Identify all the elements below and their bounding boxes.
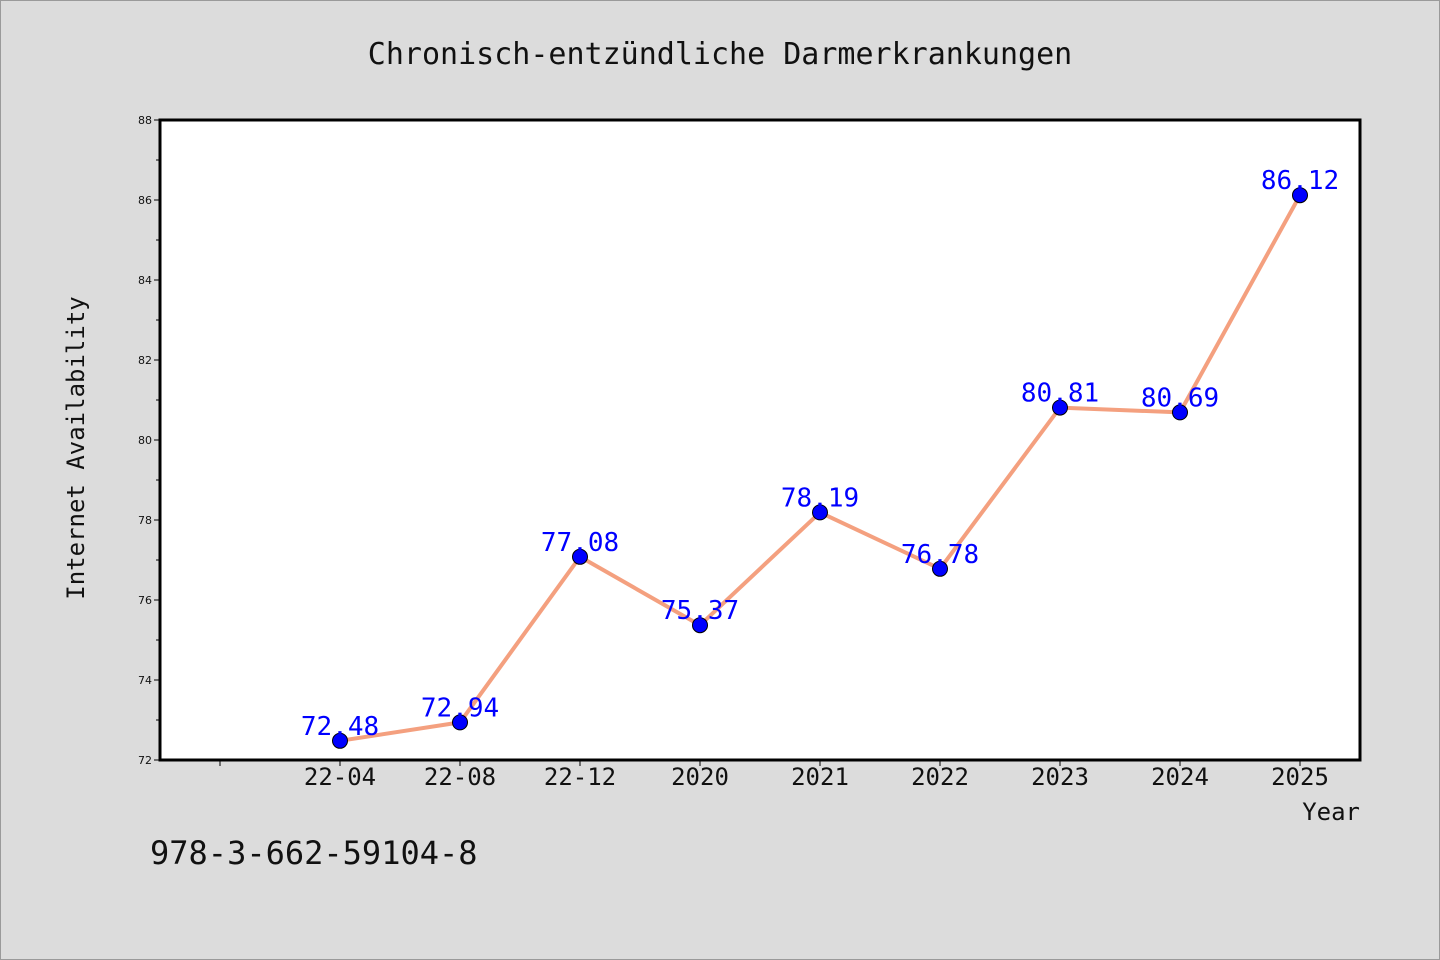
data-point: [1292, 187, 1308, 204]
data-label: 72.48: [301, 712, 379, 742]
x-tick-label: 2022: [911, 763, 969, 791]
y-axis-label: Internet Availability: [62, 296, 90, 599]
data-label: 76.78: [901, 540, 979, 570]
markers-layer: [332, 187, 1308, 749]
data-point: [1172, 404, 1188, 421]
y-tick-label: 72: [138, 754, 152, 767]
x-tick-label: 2024: [1151, 763, 1209, 791]
data-point: [452, 714, 468, 731]
x-tick-label: 2021: [791, 763, 849, 791]
x-tick-label: 2023: [1031, 763, 1089, 791]
data-point: [932, 560, 948, 577]
data-label: 78.19: [781, 483, 859, 513]
data-label: 80.81: [1021, 379, 1099, 409]
data-label: 75.37: [661, 596, 739, 626]
isbn-text: 978-3-662-59104-8: [150, 834, 478, 872]
x-tick-label: 22-04: [304, 763, 376, 791]
chart-title: Chronisch-entzündliche Darmerkrankungen: [368, 37, 1072, 72]
data-point: [332, 732, 348, 749]
x-tick-label: 2020: [671, 763, 729, 791]
y-tick-label: 80: [138, 434, 152, 447]
y-tick-label: 78: [138, 514, 152, 527]
data-label: 86.12: [1261, 166, 1339, 196]
x-tick-label: 22-08: [424, 763, 496, 791]
y-tick-label: 86: [138, 194, 152, 207]
plot-area: [158, 118, 1362, 762]
y-tick-label: 74: [138, 674, 152, 687]
data-labels-layer: 72.48 72.94 77.08 75.37 78.19 76.78 80.81 80.69…: [301, 166, 1339, 742]
x-tick-label: 22-12: [544, 763, 616, 791]
y-tick-label: 84: [138, 274, 152, 287]
y-tick-label: 76: [138, 594, 152, 607]
data-label: 80.69: [1141, 383, 1219, 413]
x-axis: 22-04 22-08 22-12 2020 2021 2022 2023 2024 2025: [219, 760, 1329, 791]
data-point: [812, 504, 828, 521]
y-tick-label: 82: [138, 354, 152, 367]
y-axis: 72 74 76 78 80 82 84 86 88: [138, 114, 160, 767]
data-label: 77.08: [541, 528, 619, 558]
x-tick-label: 2025: [1271, 763, 1329, 791]
data-point: [1052, 399, 1068, 416]
y-tick-label: 88: [138, 114, 152, 127]
data-label: 72.94: [421, 693, 499, 723]
data-point: [572, 548, 588, 565]
data-point: [692, 617, 708, 634]
x-axis-label: Year: [1302, 798, 1360, 826]
